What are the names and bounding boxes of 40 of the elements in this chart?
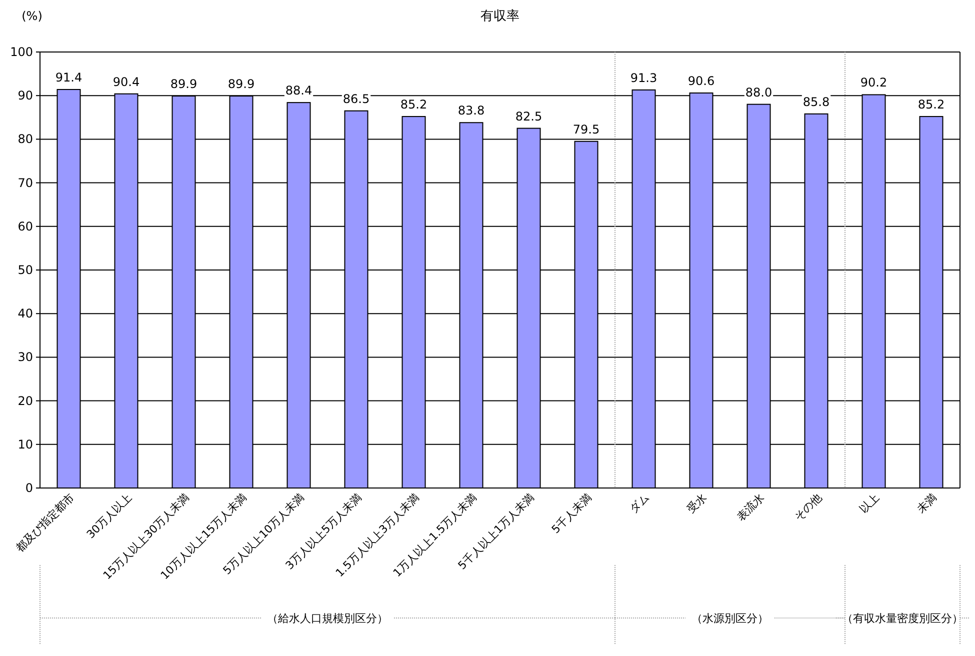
- y-axis-title: (%): [22, 9, 42, 23]
- data-label: 82.5: [515, 109, 542, 124]
- x-tick-label: 未満: [914, 490, 940, 516]
- y-tick-label: 20: [18, 394, 33, 408]
- y-tick-label: 50: [18, 263, 33, 277]
- x-tick-label: 以上: [857, 490, 882, 516]
- text: （水源別区分）: [692, 612, 768, 625]
- data-label: 86.5: [342, 92, 370, 106]
- data-label: 90.2: [860, 76, 888, 90]
- y-tick-label: 100: [10, 45, 33, 59]
- chart-title: 有収率: [480, 8, 520, 24]
- y-tick-label: 0: [25, 481, 33, 495]
- y-tick-label: 80: [18, 132, 33, 146]
- y-tick-label: 90: [18, 88, 33, 103]
- x-tick-label: 表流水: [734, 490, 767, 524]
- x-tick-label: 受水: [684, 490, 710, 516]
- data-label: 88.0: [745, 85, 772, 100]
- data-label: 90.6: [688, 74, 715, 88]
- data-label: 85.2: [400, 98, 428, 112]
- y-tick-label: 60: [18, 219, 33, 234]
- y-tick-label: 70: [18, 176, 33, 190]
- data-label: 88.4: [285, 84, 312, 98]
- y-tick-label: 40: [18, 306, 33, 321]
- text: （給水人口規模別区分）: [267, 612, 388, 625]
- data-label: 85.8: [802, 94, 830, 109]
- data-label: 90.4: [112, 74, 140, 89]
- data-label: 85.2: [918, 98, 945, 112]
- data-label: 91.3: [630, 70, 658, 85]
- data-label: 83.8: [458, 104, 485, 118]
- data-label: 89.9: [170, 77, 198, 92]
- x-tick-label: その他: [792, 490, 824, 524]
- x-tick-label: 5千人未満: [549, 490, 594, 536]
- text: （有収水量密度別区分）: [842, 612, 963, 625]
- data-label: 79.5: [572, 122, 600, 136]
- x-tick-label: 30万人以上: [84, 490, 134, 542]
- x-tick-label: ダム: [627, 490, 652, 516]
- data-label: 89.9: [228, 77, 255, 92]
- data-label: 91.4: [55, 70, 82, 84]
- y-tick-label: 30: [18, 350, 33, 364]
- y-tick-label: 10: [18, 437, 33, 452]
